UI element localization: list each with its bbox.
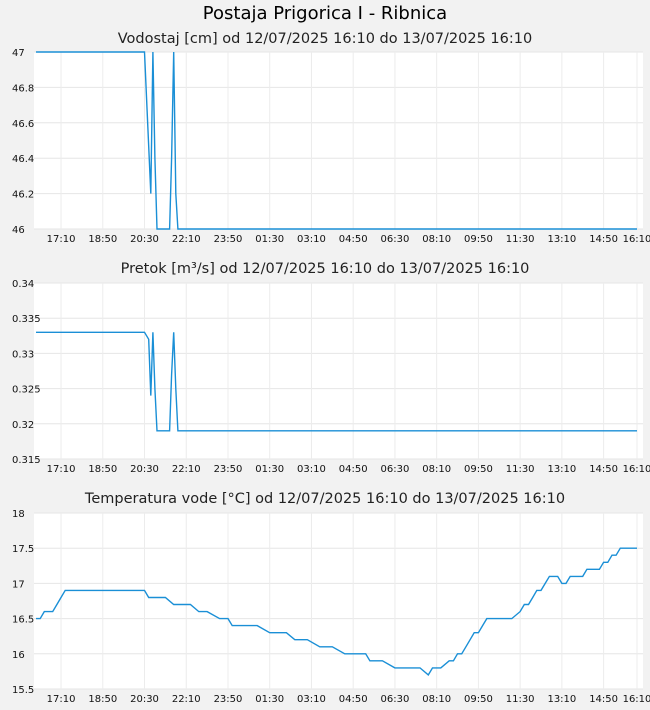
water-level-x-tick-label: 06:30 [381, 234, 410, 245]
flow-x-tick-label: 18:50 [88, 464, 117, 475]
flow-x-tick-label: 22:10 [172, 464, 201, 475]
flow-y-tick-label: 0.33 [12, 349, 34, 360]
flow-plot-area [34, 283, 643, 459]
temperature-x-tick-label: 13:10 [547, 694, 576, 705]
flow-y-tick-label: 0.335 [12, 314, 41, 325]
water-level-y-tick-label: 46.4 [12, 154, 34, 165]
chart-title-temperature: Temperatura vode [°C] od 12/07/2025 16:1… [84, 491, 566, 507]
flow-x-tick-label: 17:10 [47, 464, 76, 475]
temperature-x-tick-label: 20:30 [130, 694, 159, 705]
water-level-x-tick-label: 23:50 [214, 234, 243, 245]
temperature-x-tick-label: 04:50 [339, 694, 368, 705]
temperature-x-tick-label: 17:10 [47, 694, 76, 705]
flow-x-tick-label: 08:10 [422, 464, 451, 475]
temperature-x-tick-label: 14:50 [589, 694, 618, 705]
water-level-x-tick-label: 14:50 [589, 234, 618, 245]
temperature-x-tick-label: 23:50 [214, 694, 243, 705]
water-level-plot-area [34, 52, 643, 229]
flow-x-tick-label: 14:50 [589, 464, 618, 475]
flow-y-tick-label: 0.34 [12, 279, 34, 290]
temperature-y-tick-label: 16 [12, 650, 25, 661]
water-level-x-tick-label: 01:30 [255, 234, 284, 245]
water-level-x-tick-label: 03:10 [297, 234, 326, 245]
flow-x-tick-label: 16:10 [623, 464, 650, 475]
water-level-x-tick-label: 09:50 [464, 234, 493, 245]
water-level-x-tick-label: 22:10 [172, 234, 201, 245]
flow-x-tick-label: 04:50 [339, 464, 368, 475]
water-level-x-tick-label: 11:30 [506, 234, 535, 245]
temperature-x-tick-label: 01:30 [255, 694, 284, 705]
water-level-y-tick-label: 46 [12, 225, 25, 236]
temperature-x-tick-label: 03:10 [297, 694, 326, 705]
flow-x-tick-label: 09:50 [464, 464, 493, 475]
water-level-series-line [36, 51, 637, 230]
flow-x-tick-label: 01:30 [255, 464, 284, 475]
chart-title-flow: Pretok [m³/s] od 12/07/2025 16:10 do 13/… [120, 261, 530, 277]
chart-title-water-level: Vodostaj [cm] od 12/07/2025 16:10 do 13/… [117, 31, 533, 47]
temperature-x-tick-label: 16:10 [623, 694, 650, 705]
temperature-y-tick-label: 16.5 [12, 615, 34, 626]
flow-y-tick-label: 0.32 [12, 420, 34, 431]
flow-y-tick-label: 0.315 [12, 455, 41, 466]
flow-x-tick-label: 23:50 [214, 464, 243, 475]
water-level-y-tick-label: 47 [12, 48, 25, 59]
flow-x-tick-label: 20:30 [130, 464, 159, 475]
temperature-x-tick-label: 06:30 [381, 694, 410, 705]
water-level-x-tick-label: 18:50 [88, 234, 117, 245]
temperature-x-tick-label: 11:30 [506, 694, 535, 705]
water-level-x-tick-label: 20:30 [130, 234, 159, 245]
water-level-y-tick-label: 46.6 [12, 119, 34, 130]
temperature-x-tick-label: 22:10 [172, 694, 201, 705]
water-level-x-tick-label: 13:10 [547, 234, 576, 245]
temperature-y-tick-label: 17 [12, 579, 25, 590]
temperature-x-tick-label: 09:50 [464, 694, 493, 705]
temperature-y-tick-label: 17.5 [12, 544, 34, 555]
flow-series-line [36, 331, 637, 432]
water-level-x-tick-label: 08:10 [422, 234, 451, 245]
temperature-x-tick-label: 18:50 [88, 694, 117, 705]
flow-x-tick-label: 13:10 [547, 464, 576, 475]
page-title: Postaja Prigorica I - Ribnica [202, 3, 448, 24]
flow-x-tick-label: 06:30 [381, 464, 410, 475]
water-level-y-tick-label: 46.2 [12, 190, 34, 201]
temperature-y-tick-label: 15.5 [12, 685, 34, 696]
temperature-series-line [36, 547, 637, 676]
flow-x-tick-label: 11:30 [506, 464, 535, 475]
temperature-x-tick-label: 08:10 [422, 694, 451, 705]
temperature-y-tick-label: 18 [12, 509, 25, 520]
temperature-plot-area [34, 513, 643, 689]
flow-y-tick-label: 0.325 [12, 385, 41, 396]
water-level-x-tick-label: 16:10 [623, 234, 650, 245]
water-level-x-tick-label: 17:10 [47, 234, 76, 245]
flow-x-tick-label: 03:10 [297, 464, 326, 475]
water-level-x-tick-label: 04:50 [339, 234, 368, 245]
water-level-y-tick-label: 46.8 [12, 83, 34, 94]
